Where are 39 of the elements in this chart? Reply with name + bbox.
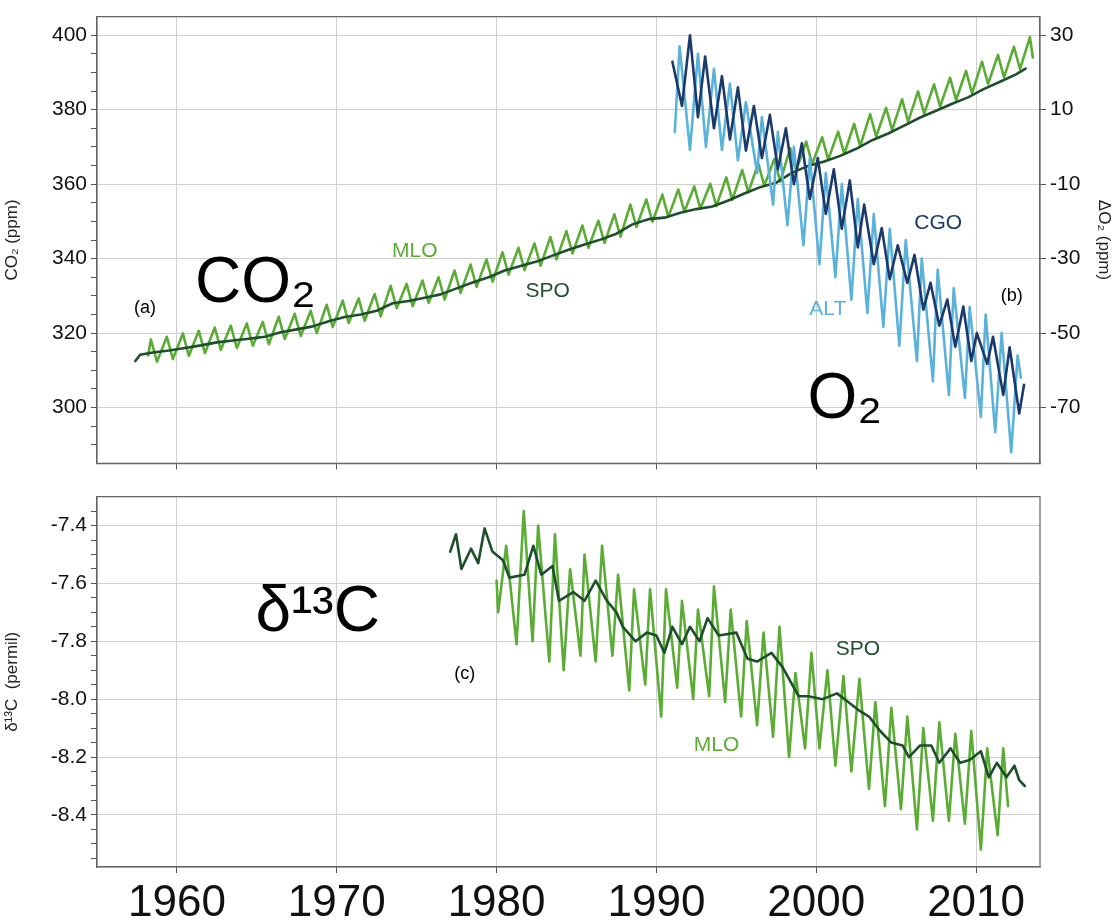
y2-tick-label: -70 [1050,394,1081,418]
y2-axis-title: ΔO₂ (ppm) [1095,199,1115,281]
annotation: O₂ [807,360,883,433]
x-tick-label: 2010 [927,875,1026,924]
y-tick-label: -8.4 [50,801,88,825]
y-tick-label: 340 [51,245,87,269]
series-label: ALT [809,296,847,320]
x-tick-label: 1960 [127,875,226,924]
series-label: SPO [525,278,570,302]
y2-tick-label: 30 [1050,22,1074,46]
x-tick-label: 1980 [447,875,546,924]
y-axis-title: CO₂ (ppm) [1,199,21,281]
y-tick-label: -8.2 [50,743,87,767]
series-label: SPO [835,635,881,659]
annotation: (b) [1000,285,1023,306]
y2-tick-label: -50 [1050,319,1081,343]
series-label: MLO [392,238,438,262]
annotation: (c) [454,663,476,684]
x-tick-label: 2000 [767,875,866,924]
annotation: CO₂ [195,244,316,317]
x-tick-label: 1990 [607,875,706,924]
y-tick-label: 400 [51,22,87,46]
y-tick-label: -7.8 [50,628,87,652]
annotation: (a) [134,297,157,318]
y2-tick-label: -30 [1050,245,1081,269]
y-axis-title: δ¹³C (permil) [1,631,21,732]
y-tick-label: 360 [51,170,87,194]
y-tick-label: -8.0 [50,685,87,709]
y-tick-label: 320 [51,319,87,343]
y-tick-label: 380 [51,96,87,120]
annotation: δ¹³C [255,572,380,645]
series-label: CGO [914,209,963,233]
y2-tick-label: -10 [1050,170,1081,194]
series-label: MLO [693,732,740,756]
y2-tick-label: 10 [1050,96,1074,120]
y-tick-label: -7.6 [50,570,87,594]
y-tick-label: -7.4 [50,512,88,536]
x-tick-label: 1970 [287,875,386,924]
y-tick-label: 300 [51,394,87,418]
